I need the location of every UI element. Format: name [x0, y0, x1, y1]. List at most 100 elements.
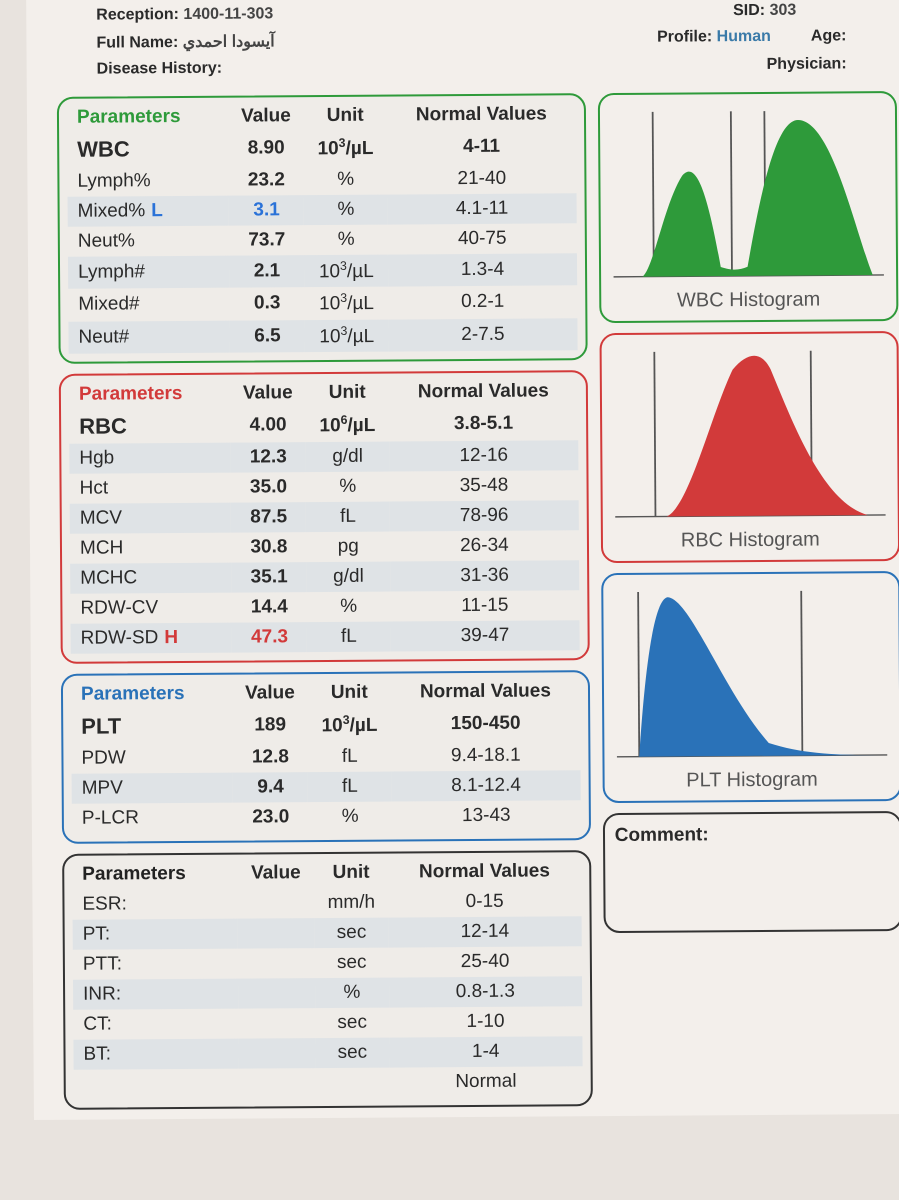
param-normal: 8.1-12.4 — [392, 770, 581, 801]
other-header-unit: Unit — [314, 858, 388, 889]
table-row: Hgb12.3g/dl12-16 — [69, 440, 578, 474]
param-unit: sec — [315, 1038, 389, 1069]
lab-report-sheet: Reception: 1400-11-303 SID: 303 Full Nam… — [26, 0, 899, 1120]
param-value: 23.2 — [229, 165, 304, 196]
header-row-3: Disease History: Physician: — [57, 51, 897, 83]
comment-box: Comment: — [603, 811, 899, 933]
table-row: BT: sec1-4 — [73, 1036, 582, 1070]
rbc-panel: Parameters Value Unit Normal Values RBC4… — [59, 370, 590, 664]
param-value: 35.0 — [231, 472, 306, 503]
table-row: PLT189103/µL150-450 — [71, 706, 580, 744]
param-unit: fL — [308, 742, 392, 773]
param-value: 12.3 — [231, 442, 306, 473]
param-value: 87.5 — [231, 502, 306, 533]
wbc-histogram-svg — [608, 101, 889, 286]
param-name: MPV — [72, 773, 234, 804]
other-header-param: Parameters — [72, 859, 237, 890]
param-unit — [316, 1068, 390, 1099]
param-unit: 103/µL — [305, 319, 389, 352]
table-row: ESR:mm/h0-15 — [72, 886, 581, 920]
param-unit: g/dl — [306, 442, 390, 473]
param-normal: 1-10 — [389, 1006, 582, 1037]
wbc-header-value: Value — [228, 101, 303, 132]
table-row: PT: sec12-14 — [73, 916, 582, 950]
param-name: WBC — [67, 132, 229, 167]
plt-rows: PLT189103/µL150-450PDW12.8fL9.4-18.1MPV9… — [71, 706, 581, 834]
param-unit: 103/µL — [304, 255, 388, 288]
param-value: 47.3 — [232, 622, 307, 653]
param-name: PT: — [73, 919, 238, 950]
comment-label: Comment: — [615, 824, 709, 846]
param-value: 0.3 — [230, 287, 305, 320]
param-normal: 35-48 — [390, 470, 579, 501]
wbc-header-param: Parameters — [67, 102, 229, 133]
param-name: Hgb — [69, 443, 231, 474]
param-value: 4.00 — [230, 408, 305, 443]
other-header-normal: Normal Values — [388, 856, 581, 887]
reception-label: Reception: — [96, 6, 179, 24]
param-unit: sec — [315, 918, 389, 949]
param-name: BT: — [73, 1039, 238, 1070]
wbc-header-unit: Unit — [303, 101, 387, 132]
param-name: P-LCR — [72, 803, 234, 834]
param-name: Lymph# — [68, 256, 230, 289]
param-value: 8.90 — [229, 131, 304, 166]
param-unit: 103/µL — [304, 131, 388, 166]
param-name: Mixed# — [68, 288, 230, 321]
param-normal: 39-47 — [391, 620, 580, 651]
wbc-rows: WBC8.90103/µL4-11Lymph%23.2%21-40Mixed%L… — [67, 129, 577, 354]
plt-histogram-svg — [611, 581, 892, 766]
wbc-histogram: WBC Histogram — [598, 91, 899, 323]
param-name: RDW-CV — [70, 593, 232, 624]
param-name: RBC — [69, 409, 231, 444]
profile-label: Profile: — [657, 28, 712, 45]
param-name: MCV — [70, 503, 232, 534]
table-row: Neut%73.7%40-75 — [68, 223, 577, 257]
param-name: Mixed%L — [68, 196, 230, 227]
param-normal: 40-75 — [388, 223, 577, 254]
sid-value: 303 — [769, 2, 796, 19]
other-header-value: Value — [237, 858, 314, 889]
param-value — [239, 1068, 316, 1099]
param-unit: sec — [315, 1008, 389, 1039]
param-normal: 78-96 — [390, 500, 579, 531]
param-value: 189 — [233, 708, 308, 743]
param-normal: 25-40 — [388, 946, 581, 977]
table-row: Normal — [74, 1066, 583, 1100]
param-unit: % — [304, 165, 388, 196]
param-name: RDW-SDH — [71, 623, 233, 654]
param-unit: % — [306, 472, 390, 503]
table-row: MCV87.5fL78-96 — [70, 500, 579, 534]
param-unit: % — [308, 802, 392, 833]
plt-panel: Parameters Value Unit Normal Values PLT1… — [61, 670, 591, 844]
rbc-header-value: Value — [230, 378, 305, 409]
physician-label: Physician: — [767, 55, 847, 74]
param-value: 14.4 — [232, 592, 307, 623]
table-row: CT:sec1-10 — [73, 1006, 582, 1040]
param-name: Lymph% — [67, 166, 229, 197]
param-normal: 0-15 — [388, 886, 581, 917]
param-normal: 12-16 — [389, 440, 578, 471]
param-unit: fL — [306, 502, 390, 533]
param-unit: % — [307, 592, 391, 623]
param-normal: 3.8-5.1 — [389, 406, 578, 441]
table-row: Neut#6.5103/µL2-7.5 — [68, 318, 577, 354]
rbc-header-param: Parameters — [69, 379, 231, 410]
param-normal: 1.3-4 — [388, 253, 577, 287]
table-row: RDW-CV14.4%11-15 — [70, 590, 579, 624]
table-row: Hct35.0%35-48 — [69, 470, 578, 504]
param-value: 30.8 — [231, 532, 306, 563]
table-row: Lymph%23.2%21-40 — [67, 163, 576, 197]
plt-table: Parameters Value Unit Normal Values PLT1… — [71, 676, 581, 834]
param-normal: 1-4 — [389, 1036, 582, 1067]
param-name: Hct — [69, 473, 231, 504]
table-row: Lymph#2.1103/µL1.3-4 — [68, 253, 577, 289]
param-name: PLT — [71, 709, 233, 744]
plt-histogram-label: PLT Histogram — [612, 768, 891, 793]
param-normal: 12-14 — [388, 916, 581, 947]
param-value — [238, 918, 315, 949]
param-normal: 26-34 — [390, 530, 579, 561]
param-value: 35.1 — [232, 562, 307, 593]
param-name: Neut# — [68, 320, 230, 353]
disease-label: Disease History: — [97, 60, 223, 79]
